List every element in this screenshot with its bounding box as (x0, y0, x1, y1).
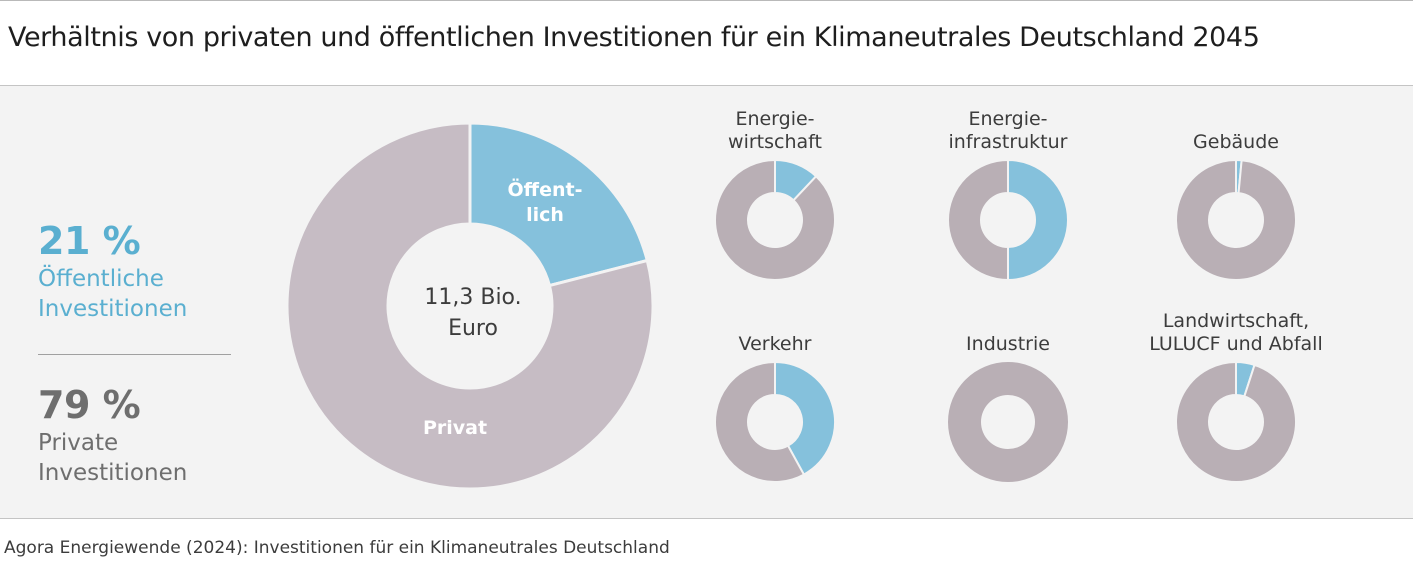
top-rule (0, 0, 1413, 1)
small-donut-segment-private (948, 362, 1068, 482)
segment-label-private: Privat (422, 417, 488, 439)
small-donut-label-line1: Energie- (735, 108, 815, 130)
small-donut-label-line2: Gebäude (1193, 131, 1279, 153)
small-donut-label: Industrie (913, 333, 1103, 356)
small-donut-chart (715, 362, 835, 482)
kpi-public-value: 21 % (38, 219, 141, 263)
kpi-public-label-line2: Investitionen (38, 296, 188, 322)
small-donut-chart (948, 362, 1068, 482)
donut-segment-public (468, 121, 650, 288)
small-donut-label-line2: Industrie (966, 333, 1050, 355)
kpi-public: 21 % Öffentliche Investitionen (38, 220, 187, 324)
kpi-private-label-line1: Private (38, 430, 119, 456)
small-donut-chart (1176, 160, 1296, 280)
small-donut-segment-private (948, 160, 1009, 280)
small-donut-segment-private (715, 362, 806, 482)
chart-title: Verhältnis von privaten und öffentlichen… (8, 22, 1260, 53)
small-donut-label: Landwirtschaft, LULUCF und Abfall (1141, 310, 1331, 356)
center-label-line2: Euro (448, 316, 498, 341)
small-donut-segment-private (1176, 362, 1296, 482)
small-donut-label: Energie- wirtschaft (680, 108, 870, 154)
donut-segment-private (285, 121, 655, 491)
small-donut-chart (1176, 362, 1296, 482)
small-donut-segment-public (1007, 160, 1068, 280)
small-donut-segment-private (715, 160, 835, 280)
small-donut-label-line1: Energie- (968, 108, 1048, 130)
small-donut-segment-public (774, 362, 835, 476)
segment-label-public: Öffent- lich (495, 178, 595, 228)
main-donut-chart (285, 121, 655, 491)
main-donut-center-label: 11,3 Bio. Euro (390, 282, 556, 344)
small-donut-chart (948, 160, 1068, 280)
source-note: Agora Energiewende (2024): Investitionen… (4, 538, 670, 558)
kpi-private: 79 % Private Investitionen (38, 384, 187, 488)
chart-panel: 21 % Öffentliche Investitionen 79 % Priv… (0, 85, 1413, 519)
kpi-divider (38, 354, 231, 355)
kpi-private-label-line2: Investitionen (38, 460, 188, 486)
kpi-public-label-line1: Öffentliche (38, 266, 164, 292)
small-donut-label: Energie- infrastruktur (913, 108, 1103, 154)
small-donut-label-line2: LULUCF und Abfall (1149, 333, 1323, 355)
segment-label-public-line1: Öffent- (507, 179, 583, 201)
small-donut-label: Verkehr (680, 333, 870, 356)
small-donut-label-line2: wirtschaft (728, 131, 822, 153)
small-donut-label-line2: infrastruktur (948, 131, 1068, 153)
segment-label-public-line2: lich (526, 204, 564, 226)
center-label-line1: 11,3 Bio. (424, 285, 522, 310)
small-donut-label-line1: Landwirtschaft, (1162, 310, 1310, 332)
small-donut-chart (715, 160, 835, 280)
small-donut-label-line2: Verkehr (738, 333, 812, 355)
kpi-private-value: 79 % (38, 383, 141, 427)
small-donut-segment-private (1176, 160, 1296, 280)
small-donut-label: Gebäude (1141, 131, 1331, 154)
